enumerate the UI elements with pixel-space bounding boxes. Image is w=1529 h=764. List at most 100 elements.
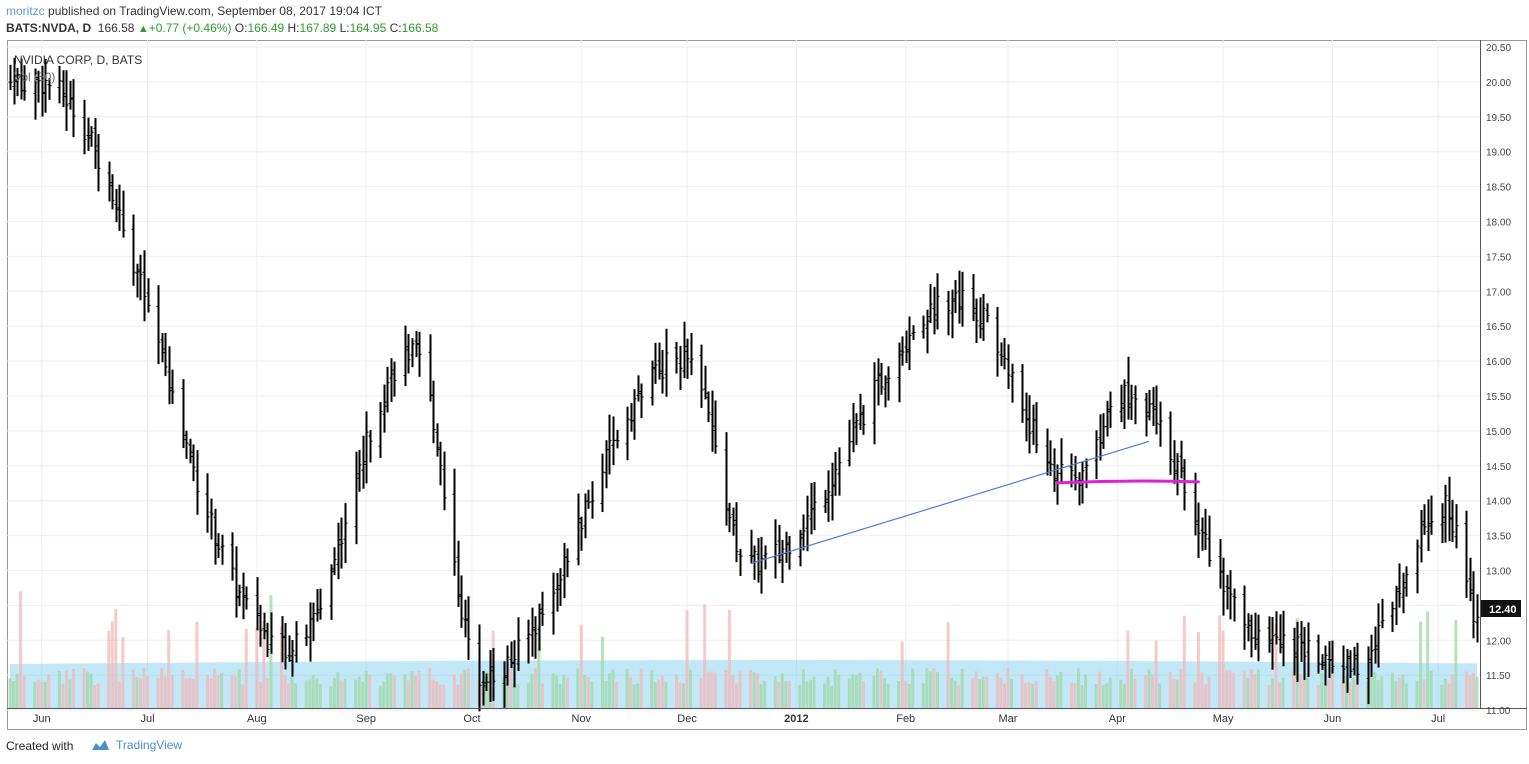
- ohlc-bar: [315, 589, 320, 622]
- volume-bar: [1034, 681, 1038, 708]
- ohlc-bar: [463, 599, 468, 638]
- ohlc-bar: [1242, 585, 1247, 650]
- ohlc-bar: [114, 188, 119, 223]
- ohlc-bar: [1348, 650, 1353, 679]
- volume-bar: [971, 678, 975, 708]
- volume-bar: [650, 670, 654, 708]
- volume-bar: [960, 668, 964, 708]
- volume-bar: [1249, 669, 1253, 708]
- chart-area[interactable]: 20.50 20.00 19.50 19.00 18.50 18.00 17.50 17.00…: [7, 40, 1527, 730]
- volume-bar: [93, 685, 97, 708]
- ohlc-bar: [805, 495, 810, 552]
- ohlc-bar: [107, 161, 112, 202]
- close-label: C:: [389, 21, 402, 35]
- volume-bar: [160, 668, 164, 708]
- volume-bar: [71, 668, 75, 708]
- volume-bar: [1270, 678, 1274, 708]
- volume-bar: [1172, 678, 1176, 708]
- ohlc-bar: [851, 402, 856, 453]
- ohlc-bar: [160, 333, 165, 363]
- volume-bar: [283, 675, 287, 708]
- ohlc-bar: [121, 190, 126, 238]
- ohlc-bar: [336, 522, 341, 580]
- volume-bar: [428, 668, 432, 708]
- high-label: H:: [287, 21, 300, 35]
- ohlc-bar: [921, 315, 926, 339]
- ohlc-bar: [932, 286, 937, 335]
- volume-bar: [146, 676, 150, 708]
- ohlc-bar: [93, 117, 98, 169]
- ohlc-bar: [68, 80, 73, 110]
- volume-bar: [995, 672, 999, 708]
- volume-bar: [195, 621, 199, 708]
- volume-bar: [530, 673, 534, 708]
- ohlc-bar: [357, 449, 362, 492]
- volume-bar: [1246, 678, 1250, 708]
- volume-bar: [1376, 680, 1380, 708]
- x-tick-label: Jun: [1324, 713, 1342, 725]
- volume-bar: [431, 679, 435, 708]
- volume-bar: [167, 630, 171, 708]
- volume-bar: [826, 676, 830, 708]
- price-chart[interactable]: 20.50 20.00 19.50 19.00 18.50 18.00 17.50 17.00…: [7, 40, 1527, 730]
- ohlc-bar: [636, 375, 641, 402]
- ohlc-bar: [230, 532, 235, 581]
- ohlc-bar: [1006, 344, 1011, 389]
- author-link[interactable]: moritzc: [6, 4, 45, 18]
- volume-bar: [57, 670, 61, 708]
- ohlc-bar: [1320, 654, 1325, 671]
- volume-bar: [565, 677, 569, 708]
- ohlc-bar: [459, 575, 464, 628]
- ohlc-bar: [724, 432, 729, 526]
- time-axis[interactable]: Jun Jul Aug Sep Oct Nov Dec 2012 Feb Mar Apr May Jun…: [33, 713, 1445, 725]
- ohlc-bar: [978, 297, 983, 339]
- ohlc-bar: [1246, 613, 1251, 642]
- ohlc-bar: [456, 540, 461, 607]
- ohlc-bar: [1253, 612, 1258, 650]
- ohlc-bar: [639, 383, 644, 419]
- ohlc-bar: [812, 481, 817, 531]
- volume-bar: [674, 674, 678, 708]
- ohlc-bar: [163, 332, 168, 377]
- volume-bar: [138, 678, 142, 708]
- volume-bar: [33, 681, 37, 708]
- volume-bar: [1415, 680, 1419, 708]
- volume-bar: [1059, 671, 1063, 708]
- ohlc-bar: [1055, 464, 1060, 505]
- volume-bar: [318, 684, 322, 708]
- y-tick-label: 20.00: [1486, 78, 1511, 89]
- drawings[interactable]: [750, 440, 1200, 565]
- volume-bar: [1133, 678, 1137, 708]
- volume-bar: [255, 627, 259, 708]
- volume-bar: [678, 682, 682, 708]
- volume-bar: [389, 673, 393, 708]
- volume-bar: [1002, 683, 1006, 708]
- y-tick-label: 16.00: [1486, 357, 1511, 368]
- volume-bar: [1475, 676, 1479, 708]
- ohlc-bar: [809, 482, 814, 535]
- tradingview-logo[interactable]: TradingView: [88, 738, 182, 752]
- volume-bar: [505, 682, 509, 708]
- ohlc-bar: [61, 70, 66, 108]
- volume-bar: [336, 672, 340, 708]
- ohlc-bar: [19, 58, 24, 100]
- volume-bar: [1094, 684, 1098, 708]
- volume-bar: [798, 684, 802, 708]
- volume-bar: [787, 680, 791, 708]
- ohlc-bar: [265, 622, 270, 657]
- ohlc-readout: BATS:NVDA, D 166.58 ▲+0.77 (+0.46%) O:16…: [6, 21, 438, 35]
- ohlc-bar: [1376, 603, 1381, 668]
- volume-bar: [562, 674, 566, 708]
- volume-bar: [410, 671, 414, 708]
- ohlc-bar: [1182, 459, 1187, 511]
- ohlc-bar: [417, 331, 422, 377]
- ohlc-bar: [533, 616, 538, 659]
- ohlc-bar: [86, 117, 91, 151]
- change-value: +0.77 (+0.46%): [148, 21, 232, 35]
- ohlc-bar: [47, 78, 52, 100]
- ohlc-bar: [191, 444, 196, 482]
- y-tick-label: 20.50: [1486, 43, 1511, 54]
- volume-bar: [1256, 669, 1260, 708]
- ohlc-bar: [625, 406, 630, 461]
- volume-bar: [727, 610, 731, 708]
